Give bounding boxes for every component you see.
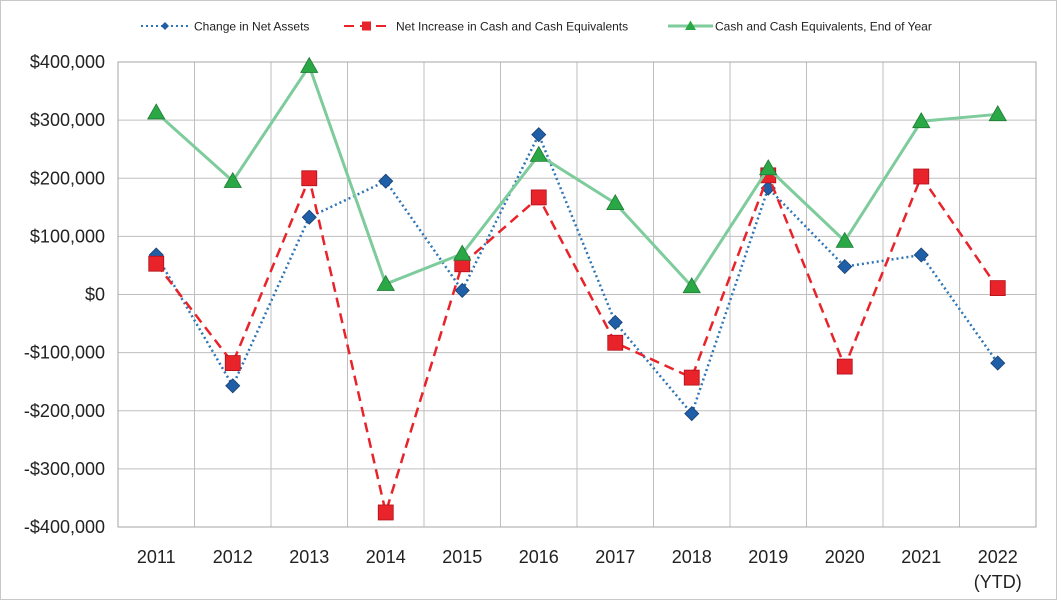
legend-label: Change in Net Assets [194,20,309,34]
legend-marker [362,21,371,31]
data-point [836,358,853,375]
legend-item-net-increase-in-cash-and-cash-equivalents: Net Increase in Cash and Cash Equivalent… [344,20,628,34]
data-point [912,111,931,129]
y-tick-label: -$300,000 [24,459,105,479]
legend-item-cash-and-cash-equivalents-end-of-year: Cash and Cash Equivalents, End of Year [668,20,932,34]
data-point [607,314,623,330]
legend-marker [685,20,696,30]
x-tick-label: 2021 [901,547,941,567]
data-point [606,193,625,211]
data-point [454,282,470,298]
legend-label: Net Increase in Cash and Cash Equivalent… [396,20,628,34]
data-point [683,369,700,386]
y-tick-label: $0 [85,285,105,305]
data-point [529,145,548,162]
data-point [301,209,317,225]
data-point [148,255,165,272]
x-tick-label: 2016 [519,547,559,567]
plot-area-border [117,61,1037,528]
data-point [988,105,1007,122]
data-point [682,277,701,294]
x-tick-label: 2015 [442,547,482,567]
y-tick-label: -$400,000 [24,517,105,537]
data-point [224,355,241,371]
legend-marker [161,22,169,30]
y-axis: $400,000 $300,000 $200,000 $100,000 $0 -$100,… [24,52,105,537]
y-tick-label: -$200,000 [24,401,105,421]
data-point [913,168,930,185]
data-point [607,334,624,351]
data-point [147,103,166,120]
data-point [531,127,547,143]
x-axis: 2011 2012 2013 2014 2015 2016 2017 2018 2019 2020… [137,547,1022,592]
y-tick-label: $200,000 [30,168,105,188]
data-point [530,189,547,206]
series-line [155,131,999,417]
x-tick-sublabel: (YTD) [974,572,1022,592]
y-tick-label: -$100,000 [24,343,105,363]
data-point [223,171,242,188]
x-tick-label: 2012 [213,547,253,567]
data-point [301,170,318,187]
x-tick-label: 2018 [672,547,712,567]
legend-item-change-in-net-assets: Change in Net Assets [141,20,309,34]
data-point [378,173,394,189]
data-point [300,56,319,73]
data-point [377,504,394,521]
data-point [913,247,929,263]
y-tick-label: $100,000 [30,226,105,246]
data-point [989,280,1006,297]
legend: Change in Net Assets Net Increase in Cash… [141,20,932,34]
data-point [990,355,1006,371]
data-point [225,378,241,394]
series-layer [147,56,1007,521]
data-point [453,244,472,261]
data-point [837,259,853,275]
series-line [155,62,998,289]
data-point [684,406,700,422]
data-point [835,231,854,248]
x-tick-label: 2014 [366,547,406,567]
legend-label: Cash and Cash Equivalents, End of Year [715,20,932,34]
data-point [759,159,778,176]
y-tick-label: $400,000 [30,52,105,72]
y-tick-label: $300,000 [30,110,105,130]
x-tick-label: 2022 [978,547,1018,567]
x-tick-label: 2020 [825,547,865,567]
data-point [376,274,395,291]
x-tick-label: 2011 [137,547,176,567]
series-cash-and-cash-equivalents-end-of-year [147,56,1007,294]
x-tick-label: 2017 [595,547,635,567]
gridlines [117,61,1037,528]
series-line [155,171,999,518]
x-tick-label: 2019 [748,547,788,567]
x-tick-label: 2013 [289,547,329,567]
series-net-increase-in-cash-and-cash-equivalents [148,167,1006,521]
